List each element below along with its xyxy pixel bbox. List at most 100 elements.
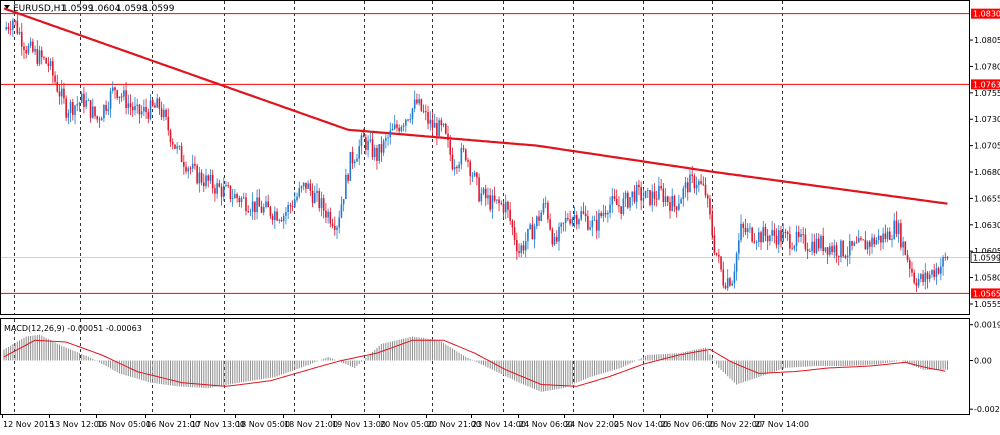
candle-body — [258, 197, 261, 207]
candle-body — [840, 240, 842, 257]
candle-body — [7, 27, 10, 30]
candle-body — [946, 257, 949, 259]
candle-body — [853, 242, 856, 246]
candle-body — [933, 270, 935, 278]
candle-body — [649, 190, 651, 206]
candle-body — [498, 199, 500, 204]
candle-body — [944, 257, 947, 258]
time-tick-label: 12 Nov 2015 — [3, 420, 54, 429]
candle-body — [493, 195, 496, 201]
candle-body — [9, 29, 12, 30]
ohlc-close: 1.0599 — [143, 4, 175, 14]
candle-body — [325, 210, 327, 218]
level-label-box — [971, 8, 1000, 19]
price-tick-label: 1.0655 — [974, 194, 1000, 203]
candle-body — [336, 227, 338, 230]
candle-body — [793, 245, 796, 249]
moving-average — [3, 7, 948, 205]
candle-body — [169, 130, 172, 143]
candle-body — [820, 235, 822, 249]
candle-body — [427, 111, 429, 124]
candle-body — [185, 166, 187, 172]
candle-body — [711, 214, 713, 236]
candle-body — [247, 211, 249, 213]
candle-body — [527, 228, 529, 242]
time-tick-label: 24 Nov 06:00 — [519, 420, 573, 429]
candle-body — [722, 269, 725, 286]
candle-body — [826, 247, 829, 255]
candle-body — [189, 168, 192, 170]
candle-body — [698, 181, 700, 185]
candle-body — [191, 163, 194, 169]
candle-body — [536, 216, 538, 227]
candle-body — [32, 41, 34, 52]
candle-body — [376, 147, 378, 161]
candle-body — [347, 174, 349, 181]
candle-body — [134, 105, 136, 111]
level-label: 1.0565 — [973, 289, 1000, 298]
candle-body — [496, 199, 498, 201]
macd-tick-label: 0.00194 — [974, 321, 1000, 330]
candle-body — [34, 49, 36, 52]
candle-body — [45, 58, 47, 64]
candle-body — [127, 103, 130, 108]
candle-body — [640, 187, 642, 201]
candle-body — [47, 63, 50, 67]
candle-body — [69, 102, 72, 114]
price-tick-label: 1.0555 — [974, 300, 1000, 309]
candle-body — [58, 91, 61, 97]
price-axis: 1.0805 1.0780 1.0755 1.0730 1.0705 1.0680 1.06… — [969, 8, 1000, 309]
candle-body — [773, 230, 776, 236]
candle-body — [269, 207, 272, 216]
candle-body — [52, 61, 54, 76]
candle-body — [591, 220, 594, 228]
header-dropdown-icon[interactable] — [4, 5, 10, 9]
candle-body — [118, 96, 121, 99]
candle-body — [789, 234, 791, 249]
candle-body — [333, 225, 336, 230]
candle-body — [131, 106, 134, 111]
candle-body — [158, 98, 161, 109]
candle-body — [538, 216, 540, 221]
candle-body — [14, 20, 16, 22]
candle-body — [911, 268, 913, 273]
candle-body — [367, 140, 369, 151]
candle-body — [578, 219, 580, 225]
candle-body — [351, 151, 354, 164]
candle-body — [771, 230, 773, 236]
candle-body — [620, 206, 622, 214]
candle-body — [136, 104, 138, 106]
candle-body — [846, 255, 849, 258]
macd-indicator — [3, 334, 948, 392]
level-label: 1.0763 — [973, 80, 1000, 89]
candle-body — [98, 119, 101, 121]
candle-body — [906, 254, 909, 261]
level-label-box — [971, 288, 1000, 299]
candle-body — [373, 147, 376, 158]
candle-body — [691, 174, 693, 176]
candle-body — [713, 235, 716, 253]
candle-body — [782, 232, 785, 242]
candle-body — [671, 195, 674, 211]
candle-body — [43, 57, 45, 59]
candle-body — [316, 191, 318, 194]
price-tick-label: 1.0780 — [974, 62, 1000, 71]
candle-body — [294, 200, 296, 208]
candle-body — [520, 245, 523, 254]
candle-body — [356, 158, 358, 162]
candle-body — [549, 219, 551, 230]
candle-body — [209, 174, 212, 181]
ohlc-high: 1.0604 — [89, 4, 121, 14]
candle-body — [760, 232, 762, 243]
candle-body — [311, 190, 314, 203]
candle-body — [100, 118, 103, 121]
candle-body — [391, 128, 394, 131]
candle-body — [464, 149, 467, 161]
candle-body — [584, 213, 587, 217]
candle-body — [482, 188, 485, 194]
candle-body — [129, 103, 132, 107]
candle-body — [194, 163, 196, 166]
candle-body — [429, 119, 432, 124]
